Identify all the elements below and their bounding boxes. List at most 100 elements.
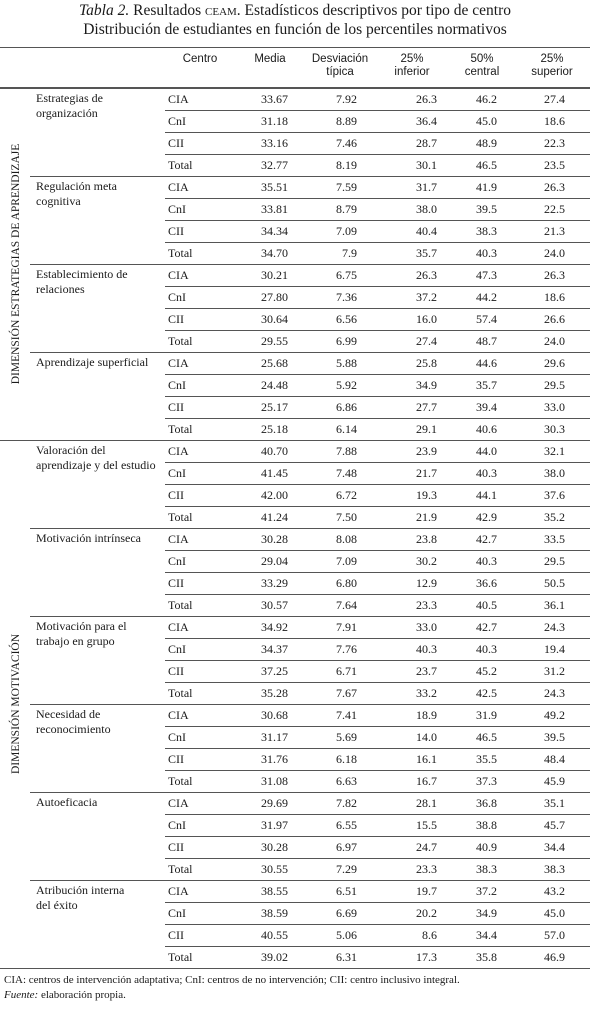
cell-value: 49.2 <box>544 708 565 722</box>
cell-value: 38.8 <box>476 818 497 832</box>
cell-value: 37.6 <box>544 488 565 502</box>
cell-value: 46.5 <box>476 158 497 172</box>
cell-value: 14.0 <box>416 730 437 744</box>
cell-value: 24.48 <box>261 378 288 392</box>
cell-value: 8.6 <box>422 928 437 942</box>
group-label: Necesidad de <box>36 707 101 721</box>
cell-value: 36.6 <box>476 576 497 590</box>
rule <box>165 638 590 639</box>
title-acronym: CEAM <box>205 2 237 19</box>
cell-value: 35.51 <box>261 180 288 194</box>
cell-value: 32.1 <box>544 444 565 458</box>
rule <box>165 770 590 771</box>
rule <box>165 594 590 595</box>
cell-value: 5.06 <box>336 928 357 942</box>
group-label: cognitiva <box>36 194 81 208</box>
cell-value: 16.1 <box>416 752 437 766</box>
rule <box>165 506 590 507</box>
column-header: 25% <box>540 53 564 65</box>
group-label: Valoración del <box>36 443 106 457</box>
cell-value: 30.28 <box>261 840 288 854</box>
column-header: Media <box>254 53 286 65</box>
cell-value: 30.3 <box>544 422 565 436</box>
cell-value: 19.3 <box>416 488 437 502</box>
cell-value: 29.1 <box>416 422 437 436</box>
cell-value: 7.67 <box>336 686 357 700</box>
cell-value: 27.80 <box>261 290 288 304</box>
cell-value: 18.6 <box>544 114 565 128</box>
cell-value: 25.17 <box>261 400 288 414</box>
group-label: Autoeficacia <box>36 795 98 809</box>
cell-value: 47.3 <box>476 268 497 282</box>
cell-value: 35.8 <box>476 950 497 964</box>
centro: CII <box>168 928 184 942</box>
cell-value: 38.0 <box>416 202 437 216</box>
centro: CnI <box>168 378 186 392</box>
centro: CIA <box>168 532 189 546</box>
column-header: Centro <box>182 53 218 65</box>
centro: CIA <box>168 92 189 106</box>
cell-value: 36.4 <box>416 114 437 128</box>
cell-value: 7.36 <box>336 290 357 304</box>
cell-value: 40.5 <box>476 598 497 612</box>
rule <box>165 836 590 837</box>
cell-value: 41.45 <box>261 466 288 480</box>
cell-value: 8.19 <box>336 158 357 172</box>
cell-value: 7.09 <box>336 224 357 238</box>
cell-value: 25.68 <box>261 356 288 370</box>
cell-value: 17.3 <box>416 950 437 964</box>
cell-value: 7.46 <box>336 136 357 150</box>
rule <box>0 87 590 88</box>
cell-value: 45.7 <box>544 818 565 832</box>
cell-value: 30.57 <box>261 598 288 612</box>
group-label: Motivación para el <box>36 619 127 633</box>
rule <box>165 154 590 155</box>
rule <box>165 132 590 133</box>
title-text: Resultados <box>133 2 202 19</box>
cell-value: 30.2 <box>416 554 437 568</box>
cell-value: 41.9 <box>476 180 497 194</box>
cell-value: 39.02 <box>261 950 288 964</box>
cell-value: 7.64 <box>336 598 357 612</box>
cell-value: 37.25 <box>261 664 288 678</box>
centro: CIA <box>168 268 189 282</box>
group-label: Aprendizaje superficial <box>36 355 149 369</box>
cell-value: 7.41 <box>336 708 357 722</box>
cell-value: 7.76 <box>336 642 357 656</box>
dimension-label: DIMENSIÓN ESTRATEGIAS DE APRENDIZAJE <box>10 143 22 385</box>
cell-value: 7.88 <box>336 444 357 458</box>
rule <box>165 308 590 309</box>
cell-value: 57.4 <box>476 312 497 326</box>
rule <box>30 176 590 177</box>
column-header: central <box>464 66 500 78</box>
cell-value: 30.28 <box>261 532 288 546</box>
cell-value: 6.51 <box>336 884 357 898</box>
rule <box>0 968 590 969</box>
cell-value: 7.29 <box>336 862 357 876</box>
rule <box>165 682 590 683</box>
centro: Total <box>168 158 193 172</box>
group-label: trabajo en grupo <box>36 634 115 648</box>
rule <box>165 858 590 859</box>
cell-value: 31.76 <box>261 752 288 766</box>
cell-value: 6.97 <box>336 840 357 854</box>
cell-value: 23.7 <box>416 664 437 678</box>
cell-value: 38.3 <box>476 862 497 876</box>
cell-value: 34.37 <box>261 642 288 656</box>
group-label: Estrategias de <box>36 91 103 105</box>
centro: Total <box>168 862 193 876</box>
centro: CII <box>168 224 184 238</box>
cell-value: 21.7 <box>416 466 437 480</box>
cell-value: 6.14 <box>336 422 357 436</box>
cell-value: 34.4 <box>544 840 565 854</box>
title-label: Tabla 2. <box>78 2 130 19</box>
group-label: reconocimiento <box>36 722 111 736</box>
cell-value: 6.71 <box>336 664 357 678</box>
column-header: superior <box>531 66 573 78</box>
group-label: Atribución interna <box>36 883 125 897</box>
cell-value: 40.70 <box>261 444 288 458</box>
cell-value: 23.8 <box>416 532 437 546</box>
cell-value: 35.7 <box>476 378 497 392</box>
cell-value: 35.2 <box>544 510 565 524</box>
cell-value: 36.8 <box>476 796 497 810</box>
